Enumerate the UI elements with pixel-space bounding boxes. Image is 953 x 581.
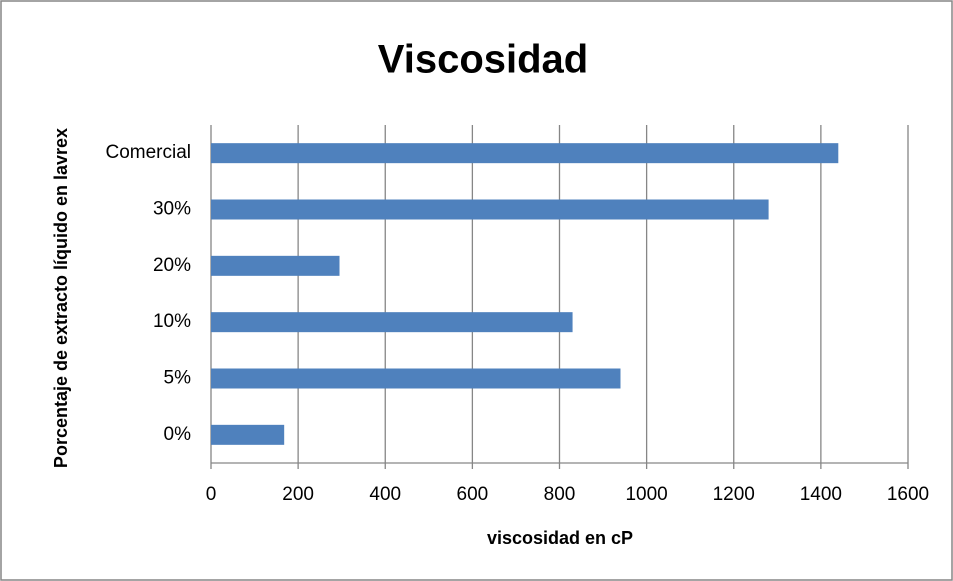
y-tick-label: 5% xyxy=(164,368,192,389)
y-tick-label: 30% xyxy=(153,199,191,220)
bar xyxy=(211,255,340,276)
y-tick-label: 10% xyxy=(153,311,191,332)
x-tick-label: 800 xyxy=(544,484,576,505)
bar xyxy=(211,424,285,445)
x-tick-label: 600 xyxy=(457,484,489,505)
bar xyxy=(211,143,839,164)
x-tick-label: 1600 xyxy=(887,484,929,505)
bar xyxy=(211,368,621,389)
y-tick-label: 0% xyxy=(164,424,192,445)
x-tick-label: 400 xyxy=(369,484,401,505)
x-tick-label: 1400 xyxy=(800,484,842,505)
y-axis-label: Porcentaje de extracto líquido en lavrex xyxy=(51,128,71,468)
y-tick-label: Comercial xyxy=(105,142,191,163)
bar xyxy=(211,199,769,220)
chart-title: Viscosidad xyxy=(378,38,588,82)
x-tick-label: 1000 xyxy=(625,484,667,505)
x-axis-label: viscosidad en cP xyxy=(487,528,633,548)
x-tick-label: 200 xyxy=(282,484,314,505)
x-tick-label: 0 xyxy=(206,484,217,505)
bar xyxy=(211,312,573,333)
x-tick-label: 1200 xyxy=(713,484,755,505)
y-tick-label: 20% xyxy=(153,255,191,276)
